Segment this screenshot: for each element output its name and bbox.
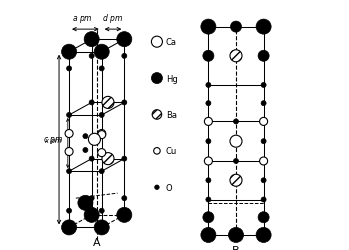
Circle shape <box>99 66 104 71</box>
Circle shape <box>61 220 77 235</box>
Text: Hg: Hg <box>166 74 177 83</box>
Circle shape <box>83 134 88 139</box>
Circle shape <box>261 178 266 183</box>
Circle shape <box>152 110 162 120</box>
Circle shape <box>151 73 162 84</box>
Circle shape <box>261 139 266 144</box>
Circle shape <box>89 54 94 59</box>
Circle shape <box>117 208 132 222</box>
Circle shape <box>78 196 93 210</box>
Circle shape <box>256 228 271 242</box>
Circle shape <box>84 32 99 48</box>
Circle shape <box>203 212 214 223</box>
Circle shape <box>83 148 88 153</box>
Text: Ba: Ba <box>166 110 177 120</box>
Text: A: A <box>93 238 101 248</box>
Circle shape <box>67 169 72 174</box>
Circle shape <box>260 118 268 126</box>
Circle shape <box>230 50 242 62</box>
Circle shape <box>230 174 242 186</box>
Circle shape <box>122 100 127 105</box>
Circle shape <box>98 149 106 157</box>
Circle shape <box>89 156 94 162</box>
Circle shape <box>117 32 132 48</box>
Circle shape <box>154 148 160 154</box>
Circle shape <box>206 197 211 202</box>
Circle shape <box>230 22 242 33</box>
Circle shape <box>230 136 242 147</box>
Circle shape <box>122 54 127 59</box>
Circle shape <box>99 169 104 174</box>
Circle shape <box>258 51 269 62</box>
Circle shape <box>89 196 94 201</box>
Text: $c$ pm: $c$ pm <box>43 134 63 145</box>
Circle shape <box>151 37 162 48</box>
Circle shape <box>98 130 106 138</box>
Text: O: O <box>166 183 172 192</box>
Text: $d$ pm: $d$ pm <box>103 12 124 24</box>
Circle shape <box>201 20 216 35</box>
Circle shape <box>205 118 213 126</box>
Circle shape <box>258 212 269 223</box>
Circle shape <box>94 45 109 60</box>
Text: B: B <box>232 245 240 250</box>
Circle shape <box>84 208 99 222</box>
Circle shape <box>206 178 211 183</box>
Circle shape <box>102 153 114 165</box>
Circle shape <box>206 101 211 106</box>
Circle shape <box>99 208 104 214</box>
Circle shape <box>94 220 109 235</box>
Circle shape <box>88 134 101 146</box>
Text: Ca: Ca <box>166 38 177 47</box>
Text: $a$ pm: $a$ pm <box>73 14 93 24</box>
Circle shape <box>122 156 127 162</box>
Circle shape <box>89 100 94 105</box>
Circle shape <box>261 83 266 88</box>
Circle shape <box>98 131 106 139</box>
Circle shape <box>233 120 238 124</box>
Circle shape <box>205 157 213 165</box>
Circle shape <box>102 97 114 109</box>
Circle shape <box>67 113 72 118</box>
Text: Cu: Cu <box>166 147 177 156</box>
Circle shape <box>67 208 72 214</box>
Circle shape <box>65 130 73 138</box>
Circle shape <box>229 228 244 242</box>
Circle shape <box>155 185 159 190</box>
Circle shape <box>260 157 268 165</box>
Circle shape <box>206 83 211 88</box>
Circle shape <box>206 139 211 144</box>
Text: $x$ pm: $x$ pm <box>44 136 63 145</box>
Circle shape <box>67 66 72 71</box>
Circle shape <box>122 196 127 201</box>
Circle shape <box>203 51 214 62</box>
Circle shape <box>233 159 238 164</box>
Circle shape <box>261 101 266 106</box>
Circle shape <box>61 45 77 60</box>
Circle shape <box>201 228 216 242</box>
Circle shape <box>256 20 271 35</box>
Circle shape <box>261 197 266 202</box>
Circle shape <box>65 148 73 156</box>
Circle shape <box>99 113 104 118</box>
